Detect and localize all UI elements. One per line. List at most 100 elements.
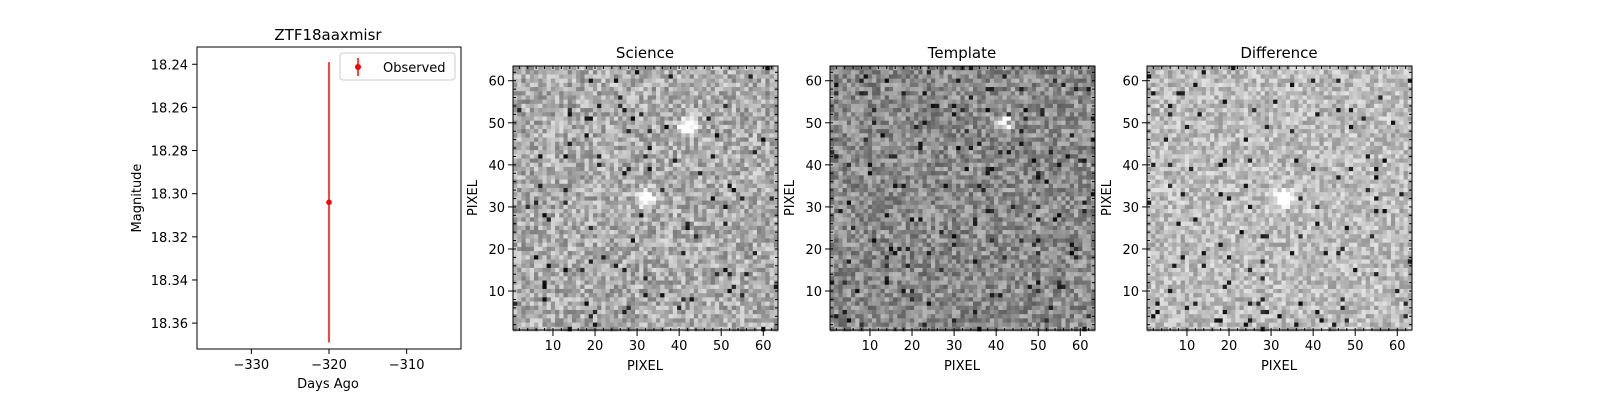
pixel [592,305,598,311]
pixel [639,82,644,88]
pixel [664,326,670,332]
pixel [576,183,581,189]
pixel [1078,99,1083,105]
pixel [867,99,873,105]
x-tick-label: 30 [629,339,646,354]
pixel [1006,87,1012,92]
pixel [719,246,724,252]
pixel [592,171,598,176]
pixel [960,87,966,92]
pixel [592,288,598,294]
pixel [656,318,661,323]
pixel [1061,95,1066,101]
pixel [698,154,703,159]
pixel [756,221,762,227]
pixel [521,78,527,84]
pixel [761,179,766,185]
pixel [576,74,581,80]
pixel [609,91,615,96]
pixel [706,238,712,244]
pixel [521,196,527,202]
pixel [689,272,695,277]
pixel [622,209,627,214]
pixel [740,251,745,256]
pixel [706,78,712,84]
pixel [1031,95,1037,101]
pixel [731,297,737,302]
pixel [1086,91,1092,96]
pixel [546,66,552,71]
pixel [943,82,949,88]
pixel [601,154,606,159]
pixel [588,162,594,168]
pixel [529,200,535,206]
pixel [756,74,762,80]
pixel [905,82,911,88]
pixel [706,267,712,273]
pixel [571,87,577,92]
pixel [880,95,886,101]
pixel [567,297,573,302]
pixel [618,158,623,164]
pixel [1002,87,1008,92]
pixel [592,141,598,147]
pixel [714,293,720,298]
pixel [765,309,770,315]
pixel [521,242,527,248]
pixel [740,305,745,311]
pixel [576,137,581,143]
pixel [685,276,691,281]
pixel [622,158,627,164]
pixel [740,246,745,252]
pixel [639,267,644,273]
pixel [546,246,552,252]
pixel [752,230,758,235]
pixel [998,116,1003,122]
pixel [727,238,733,244]
pixel [609,225,615,231]
pixel [689,78,695,84]
pixel [546,179,552,185]
pixel [563,192,569,197]
pixel [567,192,573,197]
pixel [761,95,766,101]
pixel [838,108,844,113]
pixel [756,175,762,180]
pixel [580,87,585,92]
pixel [597,272,602,277]
pixel [956,78,961,84]
pixel [529,301,535,307]
pixel [689,179,695,185]
pixel [597,87,602,92]
pixel [567,196,573,202]
pixel [765,171,770,176]
pixel [555,267,560,273]
pixel [559,263,564,269]
pixel [846,116,852,122]
x-tick-label: 40 [671,339,688,354]
pixel [748,162,754,168]
pixel [630,242,636,248]
x-tick-label: 20 [587,339,604,354]
pixel [605,137,611,143]
pixel [710,238,716,244]
pixel [622,171,627,176]
pixel [563,213,569,218]
pixel [571,166,577,172]
pixel [584,242,590,248]
pixel [1052,74,1058,80]
pixel [555,217,560,223]
pixel [719,74,724,80]
pixel [693,288,699,294]
pixel [985,103,991,109]
pixel [947,116,953,122]
pixel [723,95,728,101]
pixel [1052,70,1058,75]
pixel [529,179,535,185]
pixel [672,91,678,96]
pixel [1082,108,1087,113]
pixel [901,91,907,96]
pixel [550,267,556,273]
pixel [588,238,594,244]
pixel [525,297,531,302]
